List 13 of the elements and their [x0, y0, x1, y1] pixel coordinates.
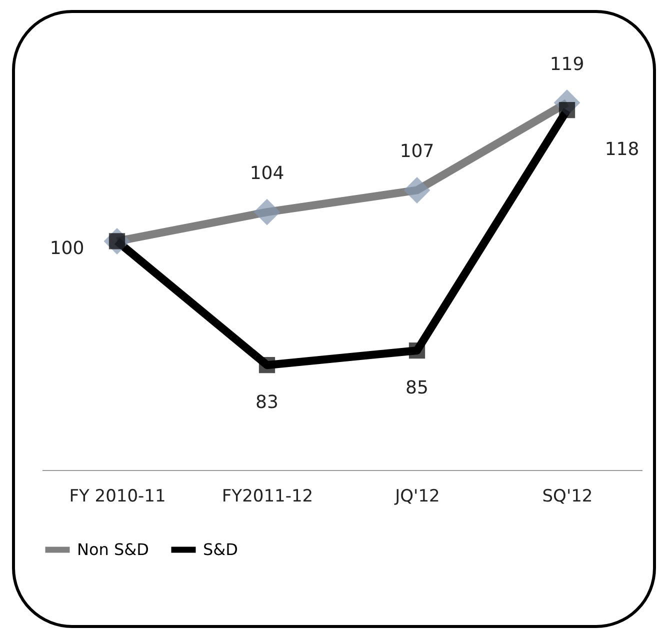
data-label: 107: [400, 141, 434, 162]
data-label: 119: [550, 54, 584, 75]
x-tick-label: JQ'12: [394, 486, 440, 506]
data-label: 85: [406, 378, 428, 399]
legend-label: Non S&D: [77, 540, 149, 559]
x-tick-label: SQ'12: [542, 486, 593, 506]
data-label: 100: [50, 238, 84, 260]
legend-label: S&D: [203, 540, 238, 559]
data-label: 118: [604, 139, 640, 160]
data-label: 83: [256, 392, 278, 414]
data-label: 104: [250, 163, 284, 184]
x-tick-label: FY 2010-11: [69, 486, 166, 506]
x-tick-label: FY2011-12: [222, 486, 314, 506]
